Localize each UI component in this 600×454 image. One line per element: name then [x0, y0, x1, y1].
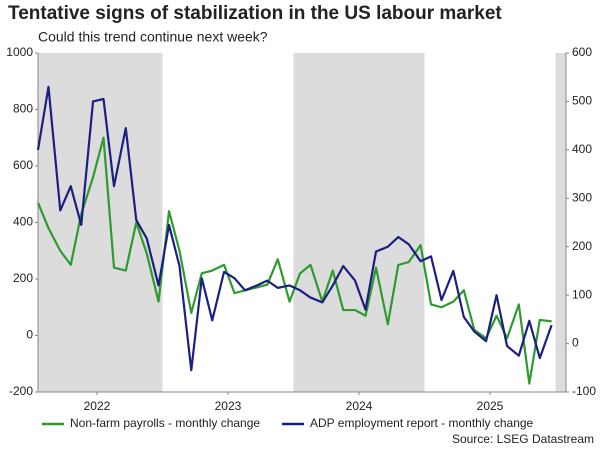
x-tick-label: 2025	[477, 399, 504, 413]
y-tick-label: 600	[13, 158, 33, 172]
y2-tick-label: 400	[572, 142, 592, 156]
legend-label: Non-farm payrolls - monthly change	[70, 416, 260, 430]
y-tick-label: 200	[13, 271, 33, 285]
source-note: Source: LSEG Datastream	[452, 432, 594, 446]
x-tick-label: 2023	[215, 399, 242, 413]
y2-tick-label: 600	[572, 45, 592, 59]
y-tick-label: 800	[13, 102, 33, 116]
series-line	[36, 85, 553, 372]
x-tick-label: 2022	[84, 399, 111, 413]
y-tick-label: -200	[9, 384, 33, 398]
shaded-span	[38, 53, 163, 392]
chart-subtitle: Could this trend continue next week?	[38, 29, 268, 45]
y-tick-label: 400	[13, 215, 33, 229]
y2-tick-label: 0	[572, 336, 579, 350]
legend-label: ADP employment report - monthly change	[310, 416, 534, 430]
y2-tick-label: 200	[572, 239, 592, 253]
chart-title: Tentative signs of stabilization in the …	[8, 3, 502, 24]
y2-tick-label: 300	[572, 190, 592, 204]
y2-tick-label: 500	[572, 94, 592, 108]
shaded-span	[293, 53, 425, 392]
x-tick-label: 2024	[346, 399, 373, 413]
y-tick-label: 1000	[6, 45, 33, 59]
y2-tick-label: 100	[572, 287, 592, 301]
shaded-span	[555, 53, 566, 392]
y2-tick-label: -100	[572, 384, 596, 398]
y-tick-label: 0	[26, 328, 33, 342]
